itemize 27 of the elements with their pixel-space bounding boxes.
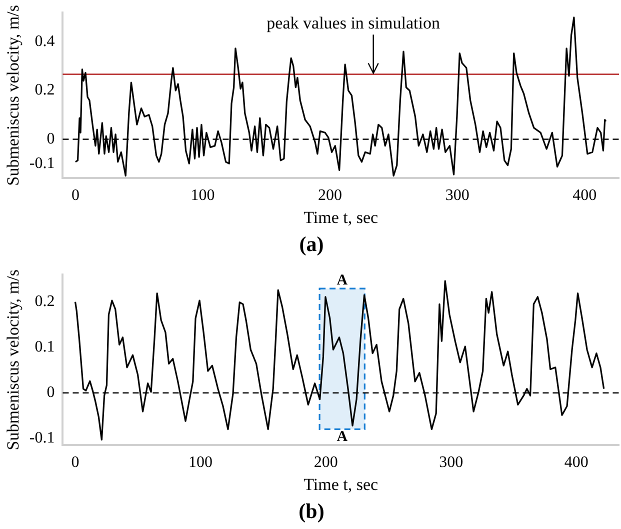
y-tick-label: 0.1 <box>34 338 55 356</box>
x-tick-label: 0 <box>71 454 80 472</box>
annotation: A <box>336 272 348 288</box>
x-tick-label: 100 <box>188 454 213 472</box>
y-tick-label: 0.4 <box>34 33 55 50</box>
y-tick-label: 0.2 <box>34 293 55 310</box>
x-tick-label: 300 <box>445 187 470 204</box>
x-tick-label: 100 <box>190 187 215 204</box>
x-axis-title: Time t, sec <box>304 475 379 494</box>
x-tick-label: 400 <box>572 187 597 204</box>
annotation: peak values in simulation <box>266 14 440 33</box>
x-tick-label: 200 <box>314 454 338 472</box>
x-tick-label: 200 <box>318 187 342 204</box>
annotation: A <box>336 429 348 446</box>
x-tick-label: 400 <box>564 454 588 472</box>
text: (b) <box>298 498 324 523</box>
y-axis-title: Submeniscus velocity, m/s <box>4 270 23 450</box>
x-axis-title: Time t, sec <box>304 208 379 228</box>
y-axis-title: Submeniscus velocity, m/s <box>4 5 23 186</box>
y-tick-label: 0 <box>46 130 55 148</box>
y-tick-label: 0 <box>46 384 55 402</box>
x-tick-label: 300 <box>439 454 464 472</box>
y-tick-label: -0.1 <box>29 154 55 172</box>
y-tick-label: -0.1 <box>29 430 55 447</box>
text: (a) <box>299 232 324 256</box>
x-tick-label: 0 <box>71 187 80 204</box>
y-tick-label: 0.2 <box>34 82 55 99</box>
